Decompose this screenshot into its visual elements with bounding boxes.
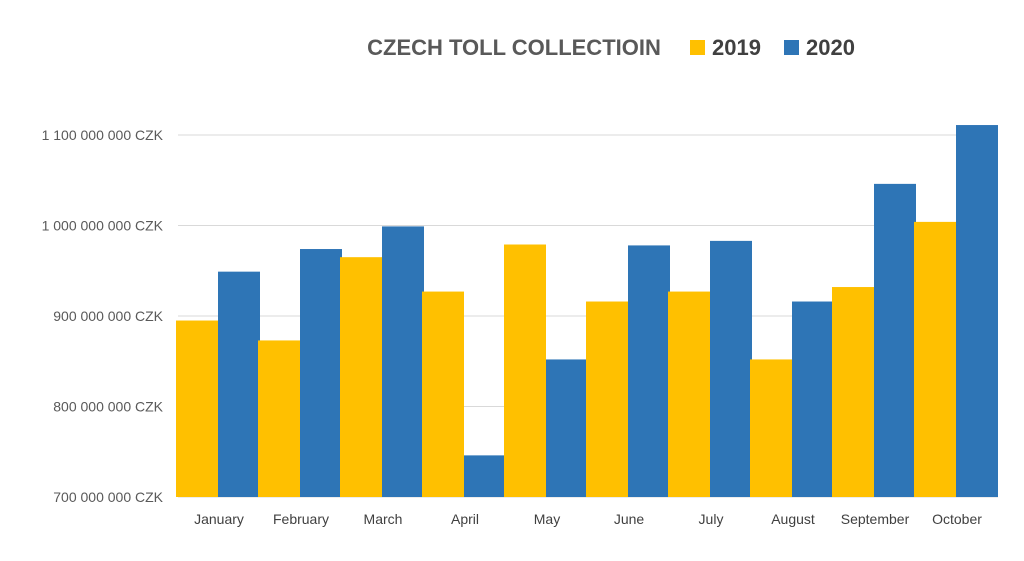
y-tick-label: 1 100 000 000 CZK — [42, 127, 164, 143]
y-axis-ticks: 700 000 000 CZK 800 000 000 CZK 900 000 00… — [42, 127, 164, 505]
x-tick-label: August — [771, 511, 815, 527]
bar-2020-july — [710, 240, 752, 497]
y-tick-label: 800 000 000 CZK — [53, 399, 163, 415]
legend-swatch-2020 — [784, 40, 799, 55]
bar-2019-april — [422, 291, 464, 497]
bar-2020-may — [546, 359, 588, 497]
bar-2019-february — [258, 340, 300, 497]
bar-2020-april — [464, 455, 506, 497]
bar-2019-september — [832, 287, 874, 497]
legend-label-2020: 2020 — [806, 35, 855, 60]
y-tick-label: 700 000 000 CZK — [53, 489, 163, 505]
bar-2019-october — [914, 221, 956, 497]
bar-2020-august — [792, 301, 834, 497]
y-tick-label: 1 000 000 000 CZK — [42, 218, 164, 234]
x-tick-label: June — [614, 511, 645, 527]
bar-2020-june — [628, 245, 670, 497]
x-tick-label: September — [841, 511, 910, 527]
bar-2020-march — [382, 226, 424, 497]
bar-2019-june — [586, 301, 628, 497]
x-tick-label: April — [451, 511, 479, 527]
bar-2019-july — [668, 291, 710, 497]
x-axis-ticks: January February March April May June July Augu… — [194, 511, 982, 527]
legend-label-2019: 2019 — [712, 35, 761, 60]
legend-swatch-2019 — [690, 40, 705, 55]
legend: 2019 2020 — [690, 35, 855, 60]
chart-title: CZECH TOLL COLLECTIOIN — [367, 35, 661, 60]
x-tick-label: July — [699, 511, 724, 527]
x-tick-label: March — [364, 511, 403, 527]
bar-2019-may — [504, 244, 546, 497]
bars — [176, 125, 998, 498]
x-tick-label: October — [932, 511, 982, 527]
bar-2020-january — [218, 271, 260, 497]
bar-2019-march — [340, 257, 382, 497]
x-tick-label: May — [534, 511, 560, 527]
bar-2020-october — [956, 125, 998, 498]
x-tick-label: January — [194, 511, 244, 527]
bar-2019-august — [750, 359, 792, 497]
y-tick-label: 900 000 000 CZK — [53, 308, 163, 324]
x-tick-label: February — [273, 511, 329, 527]
bar-2020-september — [874, 183, 916, 497]
bar-2019-january — [176, 320, 218, 497]
bar-2020-february — [300, 249, 342, 497]
